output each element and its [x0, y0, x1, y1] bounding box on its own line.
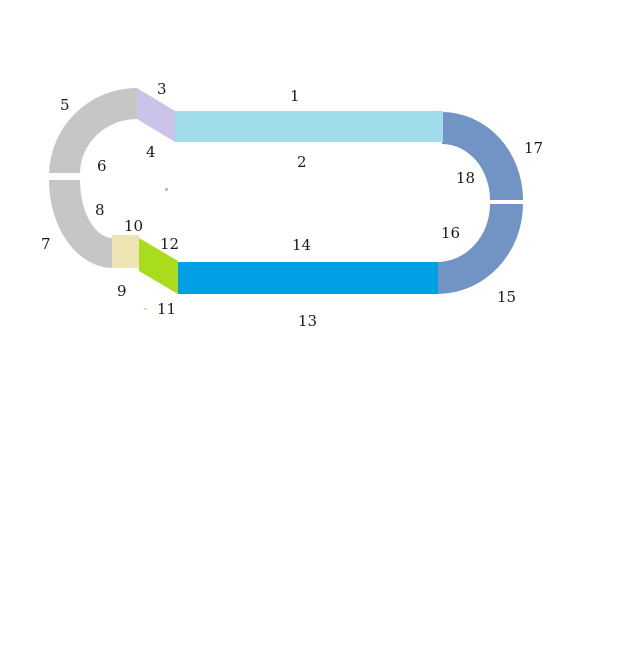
segment-label-7: 7 — [41, 235, 51, 253]
segment-label-13: 13 — [298, 312, 317, 330]
track-segment-top-connector — [137, 88, 175, 142]
segment-label-5: 5 — [60, 96, 70, 114]
segment-label-2: 2 — [297, 153, 307, 171]
track-segment-left-upper-curve — [49, 87, 137, 173]
small-marker — [144, 308, 147, 310]
segment-label-11: 11 — [157, 300, 176, 318]
segment-label-4: 4 — [146, 143, 156, 161]
segment-label-9: 9 — [117, 282, 127, 300]
segment-label-15: 15 — [497, 288, 516, 306]
track-segment-upper-right-curve — [442, 112, 523, 200]
segment-label-16: 16 — [441, 224, 460, 242]
segment-label-12: 12 — [160, 235, 179, 253]
track-segment-left-lower-curve — [48, 180, 112, 268]
track-segment-top-straight — [175, 111, 443, 142]
segment-label-14: 14 — [292, 236, 311, 254]
track-segment-bottom-straight — [178, 262, 438, 294]
segment-label-18: 18 — [456, 169, 475, 187]
track-segment-bottom-left-block — [112, 235, 139, 268]
segment-label-3: 3 — [157, 80, 167, 98]
track-segment-lower-right-curve — [437, 204, 523, 294]
segment-label-10: 10 — [124, 217, 143, 235]
segment-label-17: 17 — [524, 139, 543, 157]
segment-label-8: 8 — [95, 201, 105, 219]
center-marker — [165, 188, 168, 191]
segment-label-1: 1 — [290, 87, 300, 105]
segment-label-6: 6 — [97, 157, 107, 175]
track-segment-bottom-connector — [139, 238, 178, 294]
